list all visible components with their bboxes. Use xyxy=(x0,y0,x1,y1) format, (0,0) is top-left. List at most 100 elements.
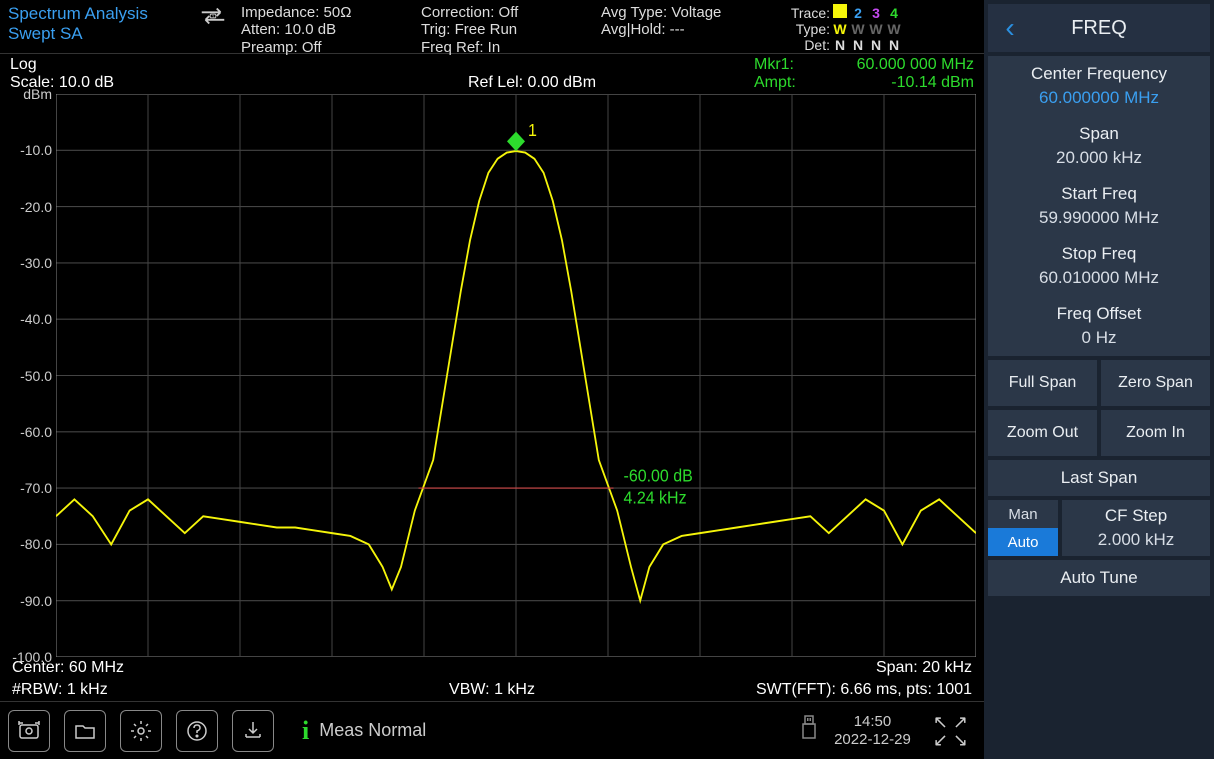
center-freq-label: Center: 60 MHz xyxy=(12,659,312,677)
last-span-button[interactable]: Last Span xyxy=(988,460,1210,496)
trace-4-indicator: 4 xyxy=(886,5,902,21)
y-tick-label: -60.0 xyxy=(20,424,52,440)
sidebar-item-label: Start Freq xyxy=(994,184,1204,204)
correction-label: Correction: Off xyxy=(421,4,585,21)
trace-2-indicator: 2 xyxy=(850,5,866,21)
auto-tune-button[interactable]: Auto Tune xyxy=(988,560,1210,596)
sidebar-item-value: 20.000 kHz xyxy=(994,148,1204,168)
sidebar-title-bar: ‹ FREQ xyxy=(988,4,1210,52)
avgtype-label: Avg Type: Voltage xyxy=(601,4,770,21)
cf-step-mode-toggle[interactable]: Man Auto xyxy=(988,500,1058,556)
sidebar-item-4[interactable]: Freq Offset 0 Hz xyxy=(988,296,1210,356)
trace-det-4: N xyxy=(886,37,902,53)
sidebar-item-value: 59.990000 MHz xyxy=(994,208,1204,228)
screenshot-button[interactable] xyxy=(8,710,50,752)
marker-freq-value: 60.000 000 MHz xyxy=(814,56,974,74)
footer-toolbar: i Meas Normal 14:50 2022-12-29 ↖ ↗↙ ↘ xyxy=(0,701,984,759)
y-tick-label: -30.0 xyxy=(20,255,52,271)
sweep-mode-icon[interactable]: 1 xyxy=(193,4,233,28)
last-span-label: Last Span xyxy=(994,468,1204,488)
trace-det-1: N xyxy=(832,37,848,53)
man-option[interactable]: Man xyxy=(988,500,1058,528)
freq-sidebar: ‹ FREQ Center Frequency 60.000000 MHz Span… xyxy=(984,0,1214,759)
header-col-impedance: Impedance: 50Ω Atten: 10.0 dB Preamp: Of… xyxy=(233,4,413,56)
trace-det-2: N xyxy=(850,37,866,53)
date-text: 2022-12-29 xyxy=(834,731,911,748)
atten-label: Atten: 10.0 dB xyxy=(241,21,405,38)
trace-1-indicator xyxy=(832,4,848,21)
y-tick-label: -40.0 xyxy=(20,311,52,327)
zero-span-button[interactable]: Zero Span xyxy=(1101,360,1210,406)
rbw-label: #RBW: 1 kHz xyxy=(12,681,312,699)
usb-icon xyxy=(798,714,820,747)
sidebar-item-value: 60.010000 MHz xyxy=(994,268,1204,288)
y-axis: dBm-10.0-20.0-30.0-40.0-50.0-60.0-70.0-8… xyxy=(8,94,56,657)
sidebar-item-label: Span xyxy=(994,124,1204,144)
auto-tune-label: Auto Tune xyxy=(994,568,1204,588)
ref-level-label: Ref Lel: 0.00 dBm xyxy=(468,74,596,91)
sidebar-item-2[interactable]: Start Freq 59.990000 MHz xyxy=(988,176,1210,236)
trace-3-indicator: 3 xyxy=(868,5,884,21)
trace-type-3: W xyxy=(868,21,884,37)
zoom-out-button[interactable]: Zoom Out xyxy=(988,410,1097,456)
title-line1: Spectrum Analysis xyxy=(8,4,193,24)
trig-label: Trig: Free Run xyxy=(421,21,585,38)
plot-footer-2: #RBW: 1 kHz VBW: 1 kHz SWT(FFT): 6.66 ms… xyxy=(0,679,984,701)
swt-label: SWT(FFT): 6.66 ms, pts: 1001 xyxy=(672,681,972,699)
info-icon: i xyxy=(302,716,309,746)
header-col-avg: Avg Type: Voltage Avg|Hold: --- xyxy=(593,4,778,39)
scale-label: Scale: 10.0 dB xyxy=(10,74,310,92)
sidebar-item-value: 0 Hz xyxy=(994,328,1204,348)
sidebar-item-0[interactable]: Center Frequency 60.000000 MHz xyxy=(988,56,1210,116)
y-tick-label: -90.0 xyxy=(20,593,52,609)
y-tick-label: -100.0 xyxy=(12,649,52,665)
plot-header: Log Scale: 10.0 dB Ref Lel: 0.00 dBm Mkr… xyxy=(0,54,984,94)
settings-button[interactable] xyxy=(120,710,162,752)
back-button[interactable]: ‹ xyxy=(988,12,1032,44)
marker-ampt-label: Ampt: xyxy=(754,74,814,92)
impedance-label: Impedance: 50Ω xyxy=(241,4,405,21)
expand-arrows-icon[interactable]: ↖ ↗↙ ↘ xyxy=(925,713,976,749)
y-tick-label: -20.0 xyxy=(20,199,52,215)
zoom-in-button[interactable]: Zoom In xyxy=(1101,410,1210,456)
cf-step-label: CF Step xyxy=(1068,506,1204,526)
help-button[interactable] xyxy=(176,710,218,752)
y-tick-label: -80.0 xyxy=(20,536,52,552)
sidebar-title: FREQ xyxy=(1032,17,1210,40)
sidebar-item-label: Center Frequency xyxy=(994,64,1204,84)
trace-type-4: W xyxy=(886,21,902,37)
avghold-label: Avg|Hold: --- xyxy=(601,21,770,38)
svg-text:1: 1 xyxy=(212,14,215,19)
trace-det-3: N xyxy=(868,37,884,53)
sidebar-item-label: Freq Offset xyxy=(994,304,1204,324)
trace-type-2: W xyxy=(850,21,866,37)
spectrum-plot[interactable]: -60.00 dB4.24 kHz1 xyxy=(56,94,976,657)
cf-step-button[interactable]: CF Step 2.000 kHz xyxy=(1062,500,1210,556)
full-span-button[interactable]: Full Span xyxy=(988,360,1097,406)
sidebar-item-3[interactable]: Stop Freq 60.010000 MHz xyxy=(988,236,1210,296)
cf-step-value: 2.000 kHz xyxy=(1068,530,1204,550)
sidebar-item-value: 60.000000 MHz xyxy=(994,88,1204,108)
trace-type-1: W xyxy=(832,21,848,37)
header-col-trigger: Correction: Off Trig: Free Run Freq Ref:… xyxy=(413,4,593,56)
file-button[interactable] xyxy=(64,710,106,752)
y-tick-label: -50.0 xyxy=(20,368,52,384)
meas-status-text: Meas Normal xyxy=(319,720,426,741)
meas-status: i Meas Normal xyxy=(302,716,426,746)
title-line2: Swept SA xyxy=(8,24,193,44)
header-bar: Spectrum Analysis Swept SA 1 Impedance: … xyxy=(0,0,984,54)
y-tick-label: -10.0 xyxy=(20,142,52,158)
auto-option[interactable]: Auto xyxy=(988,528,1058,556)
marker-ampt-value: -10.14 dBm xyxy=(814,74,974,92)
clock: 14:50 2022-12-29 xyxy=(834,713,911,748)
svg-text:1: 1 xyxy=(528,120,537,140)
plot-area: dBm-10.0-20.0-30.0-40.0-50.0-60.0-70.0-8… xyxy=(0,94,984,657)
sidebar-item-label: Stop Freq xyxy=(994,244,1204,264)
span-label: Span: 20 kHz xyxy=(672,659,972,677)
time-text: 14:50 xyxy=(834,713,911,730)
log-label: Log xyxy=(10,56,310,74)
sidebar-item-1[interactable]: Span 20.000 kHz xyxy=(988,116,1210,176)
trace-indicators: Trace: 2 3 4 Type: W W W W Det: N N N N xyxy=(778,4,910,53)
download-button[interactable] xyxy=(232,710,274,752)
marker-id-label: Mkr1: xyxy=(754,56,814,74)
